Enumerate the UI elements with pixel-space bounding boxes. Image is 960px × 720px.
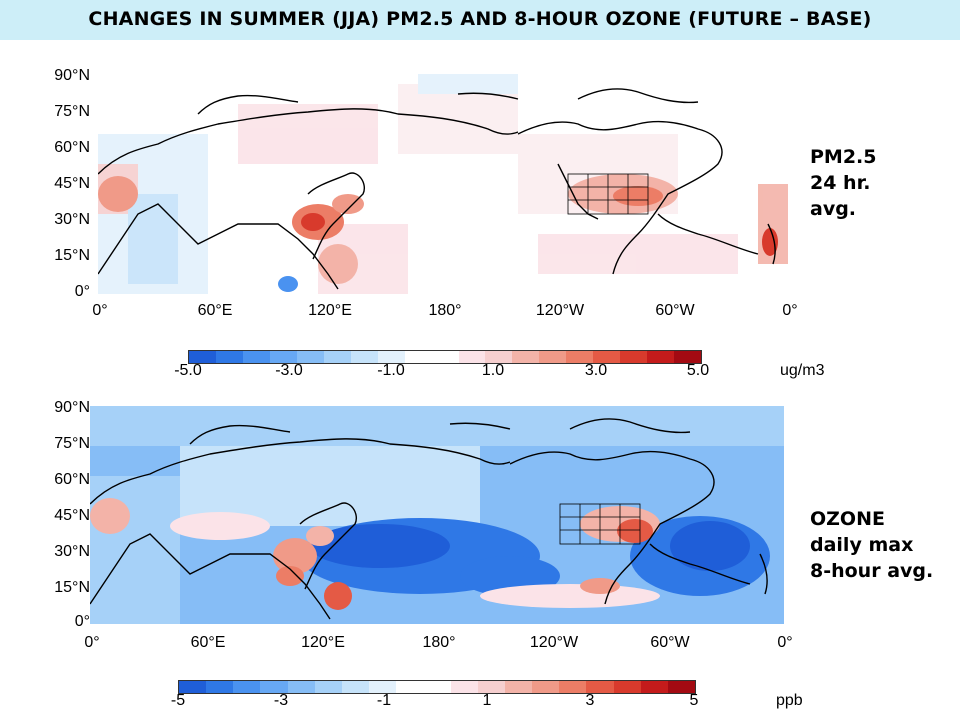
colorbar-tick: -5: [170, 692, 186, 709]
colorbar-swatch: [215, 351, 243, 363]
lat-label: 30°N: [54, 211, 90, 228]
colorbar-swatch: [566, 351, 594, 363]
colorbar-swatch: [647, 351, 675, 363]
lat-label: 45°N: [54, 175, 90, 192]
lon-label: 0°: [92, 302, 108, 319]
colorbar-swatch: [450, 681, 478, 693]
colorbar-swatch: [532, 681, 560, 693]
lat-label: 15°N: [54, 579, 90, 596]
colorbar-swatch: [314, 681, 342, 693]
colorbar-swatch: [667, 681, 695, 693]
ozone-label-line: daily max: [810, 534, 914, 556]
colorbar-swatch: [189, 351, 216, 363]
colorbar-swatch: [179, 681, 207, 693]
lon-label: 180°: [422, 634, 456, 651]
colorbar-swatch: [269, 351, 297, 363]
lat-label: 0°: [74, 613, 90, 630]
colorbar-tick: -3.0: [275, 362, 303, 379]
colorbar-swatch: [613, 681, 641, 693]
colorbar-swatch: [559, 681, 587, 693]
colorbar-swatch: [431, 351, 459, 363]
colorbar-swatch: [323, 351, 351, 363]
colorbar-swatch: [242, 351, 270, 363]
colorbar-swatch: [458, 351, 486, 363]
ozone-map: [90, 406, 784, 624]
colorbar-tick: -1: [376, 692, 392, 709]
colorbar-tick: 5.0: [686, 362, 710, 379]
lat-label: 45°N: [54, 507, 90, 524]
lat-label: 30°N: [54, 543, 90, 560]
ozone-label: OZONE daily max 8-hour avg.: [810, 506, 933, 584]
lon-label: 180°: [428, 302, 462, 319]
colorbar-swatch: [485, 351, 513, 363]
colorbar-tick: 1.0: [481, 362, 505, 379]
lon-label: 0°: [777, 634, 793, 651]
pm25-colorbar: [188, 350, 702, 364]
colorbar-tick: -3: [273, 692, 289, 709]
colorbar-swatch: [396, 681, 424, 693]
lat-label: 60°N: [54, 471, 90, 488]
colorbar-swatch: [260, 681, 288, 693]
lon-label: 120°W: [535, 302, 585, 319]
lat-label: 60°N: [54, 139, 90, 156]
pm25-map: [98, 74, 788, 294]
colorbar-swatch: [296, 351, 324, 363]
lat-label: 75°N: [54, 435, 90, 452]
ozone-label-line: 8-hour avg.: [810, 560, 934, 582]
ozone-colorbar: [178, 680, 696, 694]
colorbar-swatch: [423, 681, 451, 693]
lon-label: 0°: [782, 302, 798, 319]
colorbar-tick: -1.0: [377, 362, 405, 379]
colorbar-swatch: [674, 351, 702, 363]
colorbar-swatch: [377, 351, 405, 363]
lon-label: 120°W: [529, 634, 579, 651]
colorbar-swatch: [512, 351, 540, 363]
colorbar-swatch: [404, 351, 432, 363]
pm25-label-line: PM2.5: [810, 146, 877, 168]
colorbar-swatch: [341, 681, 370, 693]
colorbar-tick: 5: [689, 692, 699, 709]
colorbar-swatch: [640, 681, 668, 693]
lon-label: 60°E: [190, 634, 226, 651]
colorbar-swatch: [593, 351, 621, 363]
colorbar-tick: 1: [482, 692, 492, 709]
lat-label: 90°N: [54, 67, 90, 84]
lon-label: 60°E: [197, 302, 233, 319]
colorbar-swatch: [539, 351, 567, 363]
colorbar-tick: -5.0: [174, 362, 202, 379]
title-bar: [0, 0, 960, 40]
lat-label: 75°N: [54, 103, 90, 120]
colorbar-swatch: [233, 681, 261, 693]
colorbar-swatch: [586, 681, 614, 693]
ozone-unit: ppb: [776, 692, 803, 709]
lon-label: 60°W: [655, 302, 695, 319]
colorbar-swatch: [620, 351, 648, 363]
colorbar-tick: 3: [585, 692, 595, 709]
page-title: CHANGES IN SUMMER (JJA) PM2.5 AND 8-HOUR…: [88, 8, 872, 30]
pm25-label: PM2.5 24 hr. avg.: [810, 144, 877, 222]
pm25-unit: ug/m3: [780, 362, 825, 379]
pm25-label-line: 24 hr.: [810, 172, 871, 194]
colorbar-tick: 3.0: [584, 362, 608, 379]
colorbar-swatch: [350, 351, 378, 363]
lon-label: 120°E: [301, 634, 345, 651]
lon-label: 0°: [84, 634, 100, 651]
colorbar-swatch: [477, 681, 505, 693]
lat-label: 15°N: [54, 247, 90, 264]
ozone-label-line: OZONE: [810, 508, 885, 530]
colorbar-swatch: [504, 681, 533, 693]
lon-label: 60°W: [650, 634, 690, 651]
lat-label: 90°N: [54, 399, 90, 416]
colorbar-swatch: [287, 681, 315, 693]
colorbar-swatch: [206, 681, 234, 693]
pm25-label-line: avg.: [810, 198, 857, 220]
colorbar-swatch: [369, 681, 397, 693]
lon-label: 120°E: [308, 302, 352, 319]
lat-label: 0°: [74, 283, 90, 300]
